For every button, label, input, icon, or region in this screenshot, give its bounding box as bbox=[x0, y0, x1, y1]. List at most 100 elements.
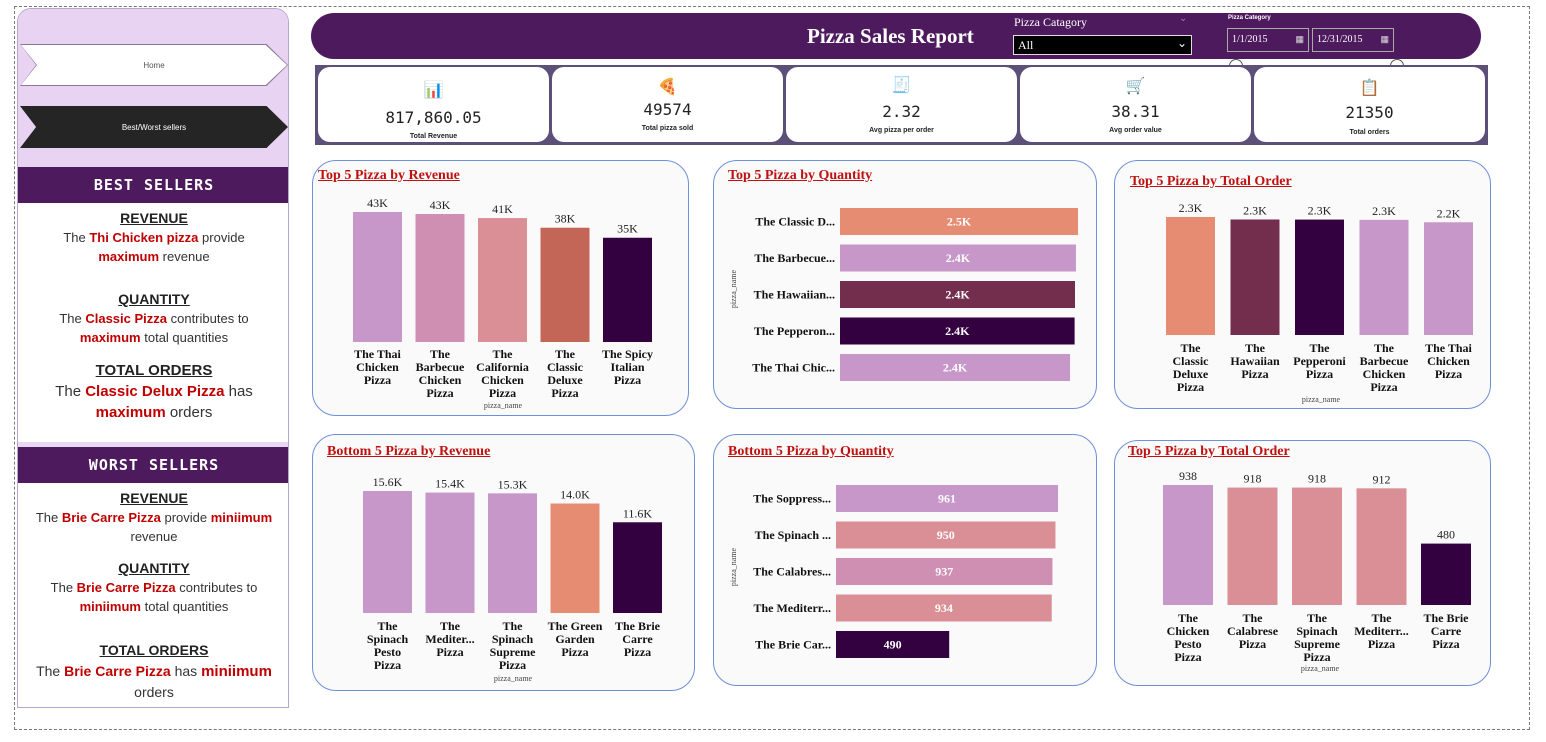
chart-title: Top 5 Pizza by Total Order bbox=[1128, 444, 1290, 459]
date-slicer-label: Pizza Category bbox=[1228, 15, 1271, 21]
category-label: The Barbecue Chicken Pizza bbox=[1360, 341, 1409, 394]
revenue-chart-icon: 📊 bbox=[423, 82, 444, 99]
category-dropdown[interactable]: All ⌄ bbox=[1013, 35, 1192, 55]
end-date-input[interactable]: 12/31/2015 ▦ bbox=[1312, 28, 1394, 52]
insight-title: TOTAL ORDERS bbox=[99, 642, 209, 658]
data-label: 2.4K bbox=[943, 361, 968, 375]
top-revenue-chart[interactable]: Top 5 Pizza by Revenue 43K The Thai Chicke… bbox=[312, 160, 689, 416]
bar-4[interactable] bbox=[1359, 219, 1409, 335]
data-label: 43K bbox=[430, 198, 451, 212]
category-label: The Spinach ... bbox=[755, 528, 831, 542]
bar-3[interactable] bbox=[840, 281, 1075, 308]
top-orders-chart[interactable]: Top 5 Pizza by Total Order 2.3K The Classi… bbox=[1114, 160, 1491, 409]
category-label: The California Chicken Pizza bbox=[476, 347, 529, 400]
bar-2[interactable] bbox=[425, 492, 475, 613]
category-label: The Brie Carre Pizza bbox=[615, 619, 661, 659]
chart-canvas: 2.5K The Classic D... 2.4K The Barbecue... 2… bbox=[729, 208, 1078, 381]
category-label: The Chicken Pesto Pizza bbox=[1167, 611, 1210, 664]
x-axis-label: pizza_name bbox=[494, 674, 533, 683]
bar-4[interactable] bbox=[1356, 488, 1407, 605]
bar-1[interactable] bbox=[840, 208, 1078, 235]
data-label: 490 bbox=[884, 638, 902, 652]
bar-3[interactable] bbox=[1292, 487, 1342, 605]
bottom-orders-chart[interactable]: Top 5 Pizza by Total Order 938 The Chicken… bbox=[1114, 440, 1491, 686]
category-label: The Calabrese Pizza bbox=[1227, 611, 1279, 651]
category-label: The Pepperoni Pizza bbox=[1293, 341, 1346, 381]
kpi-card-avg-pizza-per-order: 🧾 2.32 Avg pizza per order bbox=[786, 67, 1017, 142]
category-label: The Calabres... bbox=[753, 565, 831, 579]
report-header: Pizza Sales Report Pizza Catagory ⌄ All … bbox=[311, 13, 1481, 59]
bar-2[interactable] bbox=[836, 521, 1056, 549]
bar-4[interactable] bbox=[840, 317, 1075, 345]
bar-5[interactable] bbox=[836, 631, 950, 658]
data-label: 38K bbox=[555, 212, 576, 226]
pizza-icon: 🍕 bbox=[657, 79, 678, 96]
bar-5[interactable] bbox=[1421, 543, 1471, 605]
bar-3[interactable] bbox=[478, 218, 527, 342]
bar-3[interactable] bbox=[488, 493, 537, 613]
category-label: The Thai Chicken Pizza bbox=[1425, 341, 1472, 381]
bar-5[interactable] bbox=[603, 237, 652, 342]
bar-5[interactable] bbox=[1424, 222, 1473, 335]
bar-2[interactable] bbox=[1230, 219, 1280, 335]
category-label: The Hawaiian... bbox=[754, 288, 835, 302]
data-label: 14.0K bbox=[560, 488, 590, 502]
cart-icon: 🛒 bbox=[1125, 78, 1146, 95]
chart-canvas: 15.6K The Spinach Pesto Pizza 15.4K The Mediter… bbox=[363, 475, 662, 683]
bar-3[interactable] bbox=[1295, 219, 1344, 335]
kpi-card-total-orders: 📋 21350 Total orders bbox=[1254, 67, 1485, 142]
bar-4[interactable] bbox=[836, 594, 1052, 622]
data-label: 2.3K bbox=[1372, 204, 1396, 218]
calendar-icon[interactable]: ▦ bbox=[1380, 34, 1389, 44]
bar-4[interactable] bbox=[550, 503, 600, 613]
data-label: 2.5K bbox=[947, 215, 972, 229]
data-label: 2.2K bbox=[1437, 206, 1461, 220]
bar-2[interactable] bbox=[840, 244, 1076, 272]
category-label: The Thai Chicken Pizza bbox=[354, 347, 401, 387]
kpi-value: 817,860.05 bbox=[385, 108, 482, 127]
category-label: The Spinach Supreme Pizza bbox=[1294, 611, 1340, 664]
category-label: The Hawaiian Pizza bbox=[1230, 341, 1280, 381]
chart-canvas: 938 The Chicken Pesto Pizza 918 The Calabrese Pi… bbox=[1163, 469, 1471, 673]
bar-3[interactable] bbox=[836, 558, 1053, 585]
home-nav-button[interactable]: Home bbox=[20, 44, 288, 86]
bar-5[interactable] bbox=[840, 354, 1071, 381]
bar-1[interactable] bbox=[1163, 485, 1213, 605]
bar-1[interactable] bbox=[353, 212, 402, 342]
data-label: 937 bbox=[935, 565, 953, 579]
insight-title: REVENUE bbox=[120, 210, 188, 226]
kpi-card-total-revenue: 📊 817,860.05 Total Revenue bbox=[318, 67, 549, 142]
data-label: 912 bbox=[1373, 472, 1391, 486]
bar-2[interactable] bbox=[415, 213, 465, 342]
data-label: 918 bbox=[1244, 472, 1262, 486]
data-label: 15.4K bbox=[435, 477, 465, 491]
bar-4[interactable] bbox=[540, 227, 590, 342]
chart-title: Top 5 Pizza by Revenue bbox=[318, 168, 460, 183]
category-label: The Classic D... bbox=[755, 215, 835, 229]
worst-sellers-header: WORST SELLERS bbox=[18, 447, 288, 483]
report-icon: 🧾 bbox=[891, 77, 912, 94]
home-nav-label: Home bbox=[143, 60, 165, 70]
bar-1[interactable] bbox=[1166, 217, 1215, 335]
data-label: 15.3K bbox=[498, 477, 528, 491]
x-axis-label: pizza_name bbox=[1301, 664, 1340, 673]
bar-1[interactable] bbox=[363, 491, 412, 613]
bottom-quantity-chart[interactable]: Bottom 5 Pizza by Quantity 961 The Soppre… bbox=[713, 434, 1097, 686]
start-date-input[interactable]: 1/1/2015 ▦ bbox=[1227, 28, 1309, 52]
bar-2[interactable] bbox=[1227, 487, 1278, 605]
data-label: 35K bbox=[617, 222, 638, 236]
kpi-value: 38.31 bbox=[1111, 102, 1160, 121]
bar-1[interactable] bbox=[836, 485, 1058, 512]
best-worst-nav-button[interactable]: Best/Worst sellers bbox=[20, 106, 288, 148]
data-label: 43K bbox=[367, 196, 388, 210]
bar-5[interactable] bbox=[613, 522, 662, 613]
category-label: The Barbecue Chicken Pizza bbox=[416, 347, 465, 400]
top-quantity-chart[interactable]: Top 5 Pizza by Quantity 2.5K The Classic … bbox=[713, 160, 1097, 409]
data-label: 918 bbox=[1308, 472, 1326, 486]
best-orders-insight: TOTAL ORDERS The Classic Delux Pizza has… bbox=[18, 360, 288, 423]
calendar-icon[interactable]: ▦ bbox=[1295, 34, 1304, 44]
bottom-revenue-chart[interactable]: Bottom 5 Pizza by Revenue 15.6K The Spinac… bbox=[312, 434, 695, 691]
category-label: The Pepperon... bbox=[754, 324, 835, 338]
chevron-down-icon[interactable]: ⌄ bbox=[1179, 13, 1188, 24]
kpi-strip: 📊 817,860.05 Total Revenue 🍕 49574 Total… bbox=[315, 65, 1488, 145]
